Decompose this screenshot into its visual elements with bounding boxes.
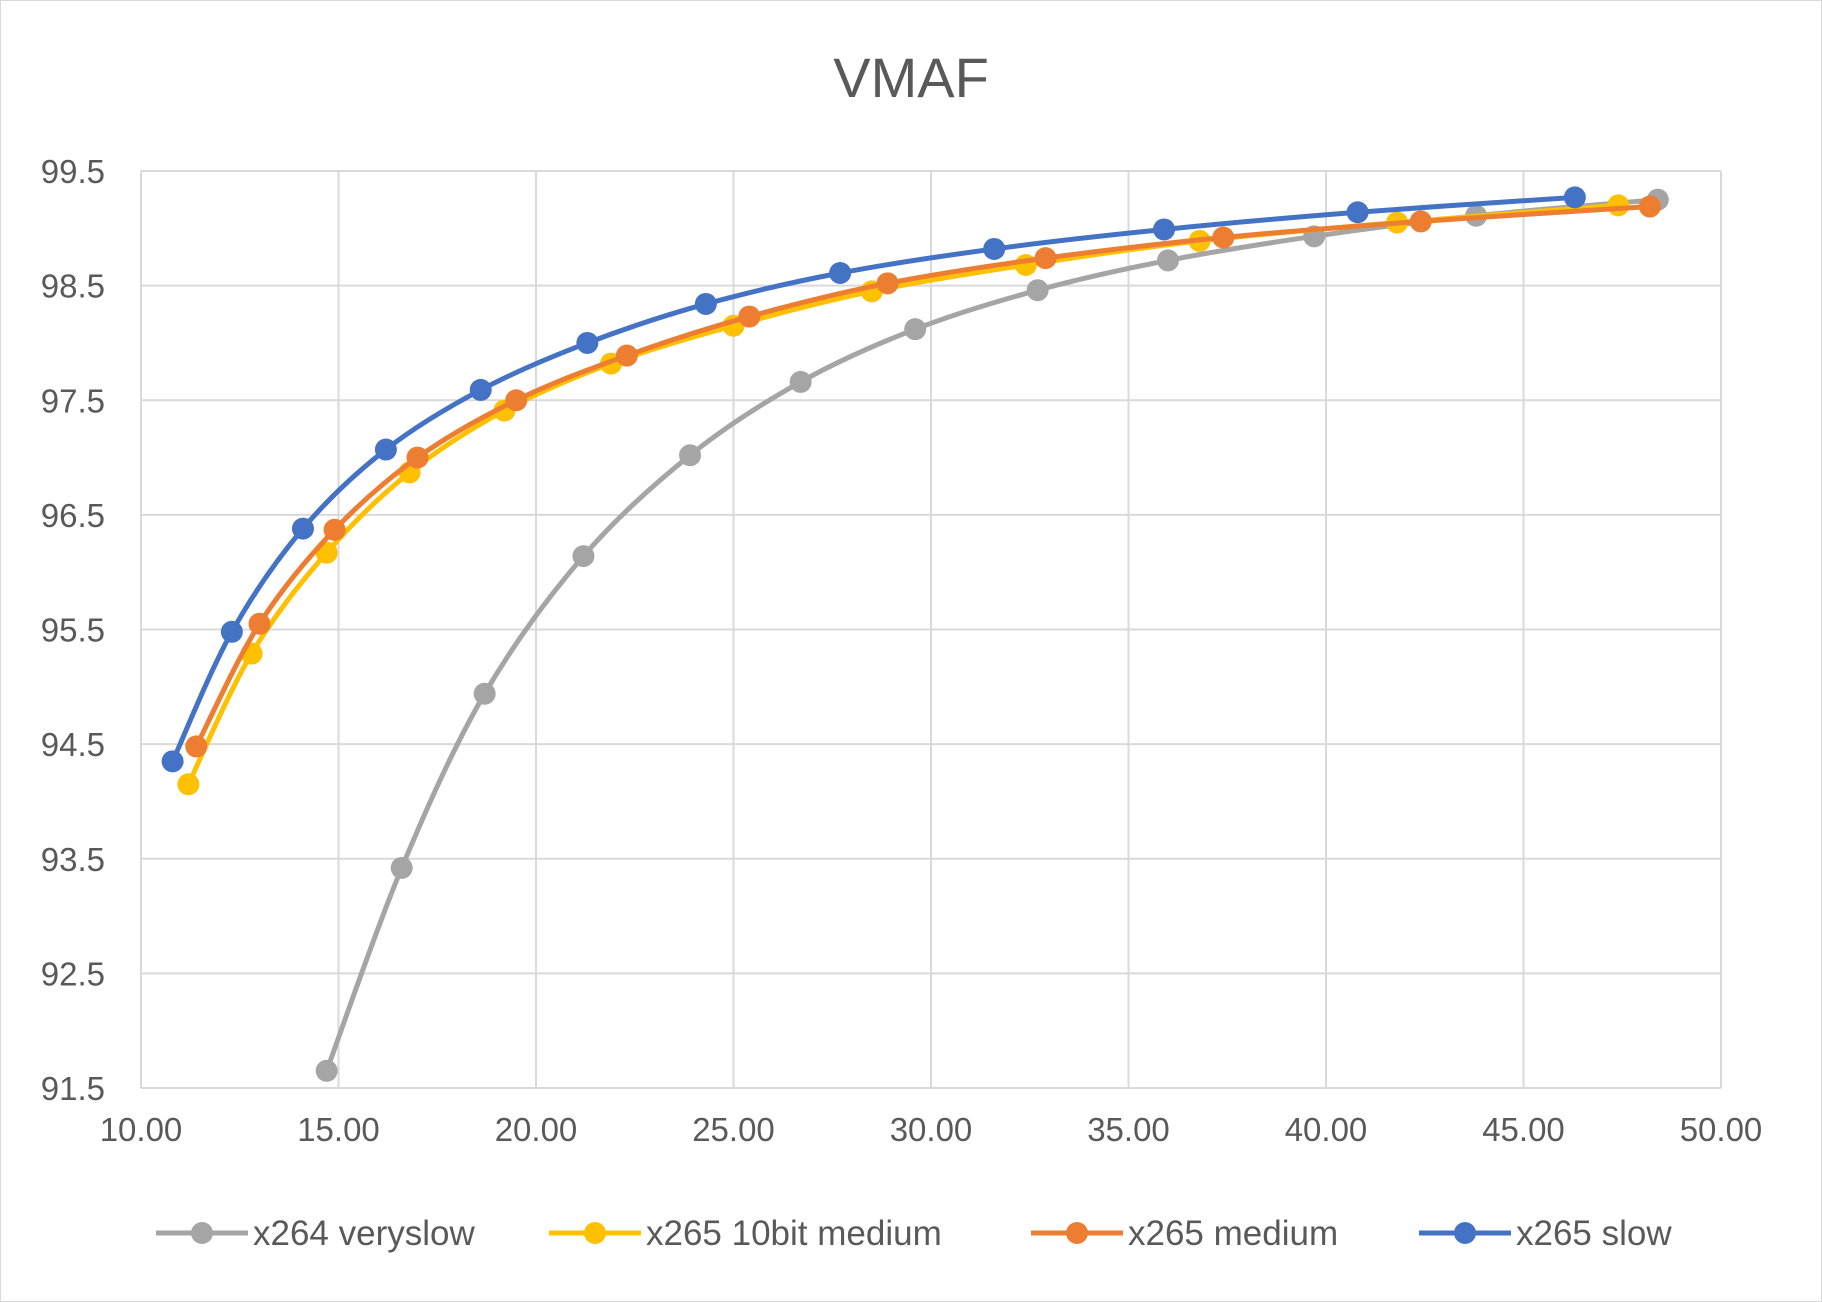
series-line (324, 197, 1659, 1072)
y-tick-label: 91.5 (41, 1070, 105, 1107)
data-point (220, 620, 243, 643)
x-tick-label: 40.00 (1285, 1111, 1368, 1148)
legend: x264 veryslow x265 10bit medium x265 mediu… (156, 1214, 1672, 1253)
data-point (406, 446, 429, 469)
legend-label: x265 slow (1516, 1214, 1672, 1253)
data-point (1409, 210, 1432, 233)
series-x265-slow (161, 186, 1586, 773)
data-point (1153, 218, 1176, 241)
data-point (390, 856, 413, 879)
legend-swatch-marker (1066, 1222, 1088, 1244)
series-line (186, 202, 1619, 786)
data-point (177, 773, 200, 796)
legend-label: x265 medium (1128, 1214, 1338, 1253)
data-point (1026, 279, 1049, 302)
data-point (374, 438, 397, 461)
x-tick-label: 10.00 (100, 1111, 183, 1148)
gridlines (140, 170, 1722, 1089)
chart-title: VMAF (833, 46, 989, 109)
data-point (829, 262, 852, 285)
data-point (185, 735, 208, 758)
x-tick-label: 45.00 (1482, 1111, 1565, 1148)
data-point (291, 517, 314, 540)
data-point (576, 331, 599, 354)
data-point (161, 750, 184, 773)
data-point (615, 344, 638, 367)
y-tick-label: 95.5 (41, 612, 105, 649)
x-tick-label: 50.00 (1680, 1111, 1763, 1148)
legend-swatch-marker (584, 1222, 606, 1244)
data-point (469, 378, 492, 401)
series-x264-veryslow (315, 188, 1669, 1082)
data-point (572, 545, 595, 568)
data-point (1157, 249, 1179, 272)
y-tick-label: 99.5 (41, 153, 105, 190)
legend-item: x265 slow (1419, 1214, 1672, 1253)
y-tick-label: 98.5 (41, 268, 105, 305)
series-x265-medium (185, 195, 1661, 758)
data-point (1212, 226, 1235, 249)
legend-swatch-marker (191, 1222, 213, 1244)
x-tick-label: 30.00 (890, 1111, 973, 1148)
data-point (1638, 195, 1661, 218)
data-point (315, 1059, 338, 1082)
series-x265-10bit-medium (177, 194, 1630, 796)
data-point (1563, 186, 1586, 209)
axis-tick-labels: 10.00 15.00 20.00 25.00 30.00 35.00 40.00 45.00… (41, 153, 1763, 1148)
data-point (904, 318, 927, 341)
legend-label: x265 10bit medium (646, 1214, 942, 1253)
legend-item: x265 10bit medium (549, 1214, 942, 1253)
data-point (983, 237, 1006, 260)
data-point (738, 305, 761, 328)
x-tick-label: 25.00 (692, 1111, 775, 1148)
legend-swatch-marker (1454, 1222, 1476, 1244)
data-point (248, 612, 271, 635)
y-tick-label: 94.5 (41, 726, 105, 763)
y-tick-label: 92.5 (41, 955, 105, 992)
data-point (323, 518, 346, 541)
data-point (473, 682, 496, 705)
legend-item: x265 medium (1031, 1214, 1338, 1253)
x-tick-label: 20.00 (495, 1111, 578, 1148)
data-point (694, 292, 717, 315)
data-point (679, 444, 702, 467)
data-point (1607, 194, 1630, 217)
series-lines (161, 186, 1669, 1082)
data-point (876, 272, 899, 295)
y-tick-label: 93.5 (41, 841, 105, 878)
data-point (1346, 201, 1369, 224)
data-point (1034, 247, 1057, 270)
y-tick-label: 97.5 (41, 382, 105, 419)
x-tick-label: 15.00 (297, 1111, 380, 1148)
legend-label: x264 veryslow (253, 1214, 475, 1253)
legend-item: x264 veryslow (156, 1214, 475, 1253)
data-point (505, 389, 528, 412)
y-tick-label: 96.5 (41, 497, 105, 534)
data-point (789, 370, 812, 393)
x-tick-label: 35.00 (1087, 1111, 1170, 1148)
